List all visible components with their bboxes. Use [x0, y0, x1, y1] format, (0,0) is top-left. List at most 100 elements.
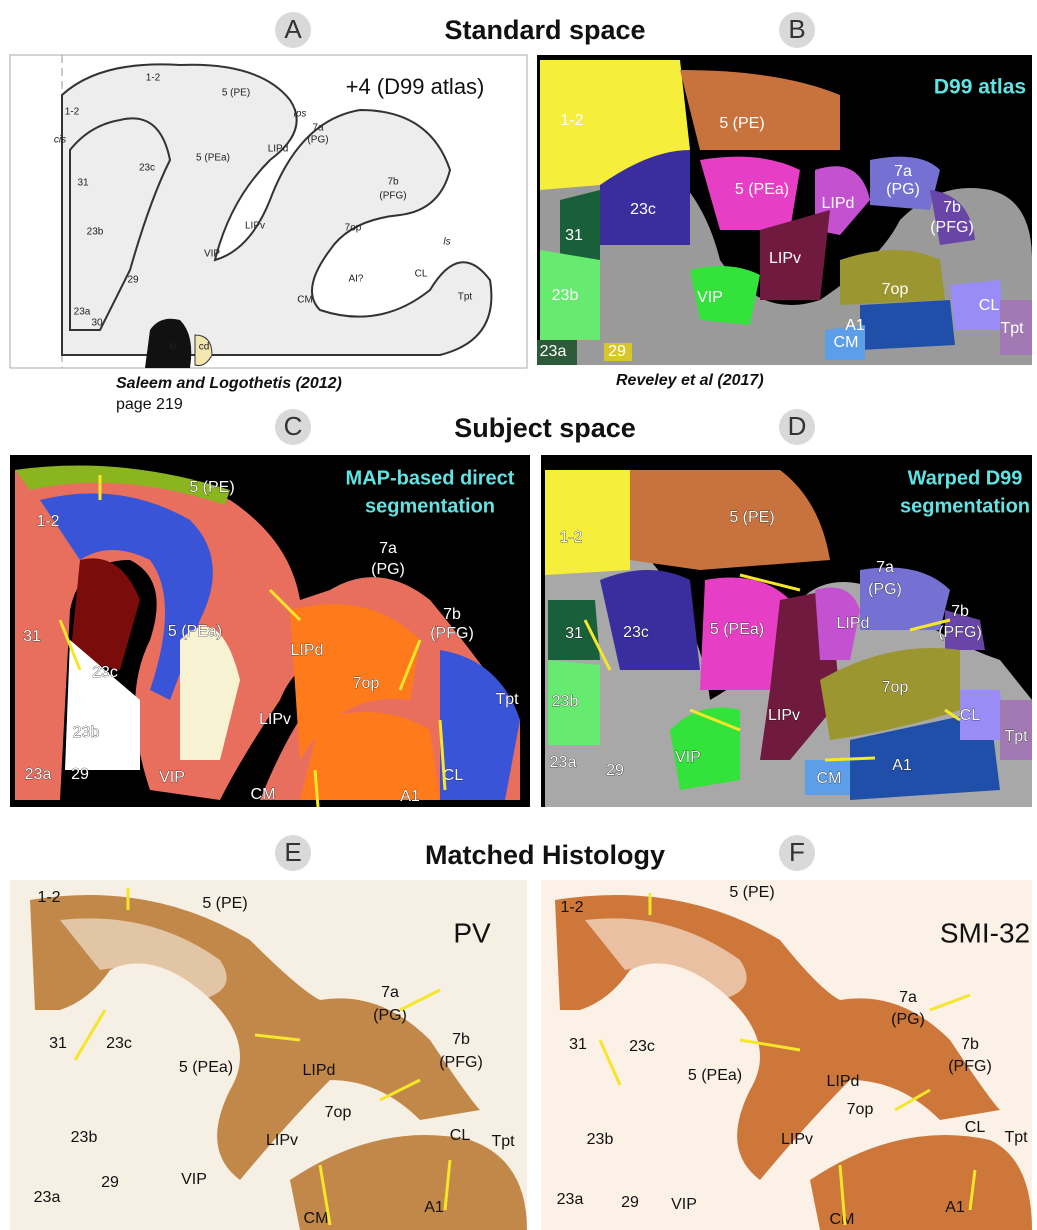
region-label: 23a: [557, 1191, 584, 1208]
region-label: LIPd: [268, 144, 289, 155]
region-label: 23b: [587, 1131, 614, 1148]
region-label: 23a: [550, 754, 577, 771]
region-label: 23c: [139, 163, 155, 174]
region-label: 7b: [943, 199, 961, 216]
panel-inset-label: D99 atlas: [934, 76, 1026, 99]
panel-caption: Saleem and Logothetis (2012): [116, 375, 342, 392]
region-label: 7op: [882, 679, 909, 696]
region-label: 1-2: [559, 529, 582, 546]
panel-letter: F: [789, 837, 805, 867]
region-label: (PFG): [439, 1054, 483, 1071]
region-label: VIP: [159, 769, 185, 786]
region-label: 5 (PE): [222, 88, 250, 99]
region-label: CM: [830, 1211, 855, 1228]
region-label: 1-2: [146, 73, 161, 84]
region-label: LIPv: [266, 1132, 298, 1149]
region-label: LIPv: [769, 250, 801, 267]
section-title: Subject space: [454, 413, 636, 443]
region-label: A1: [424, 1199, 444, 1216]
region-label: 7b: [452, 1031, 470, 1048]
region-label: 29: [71, 766, 89, 783]
region-label: 1-2: [37, 889, 60, 906]
region-label: 7b: [951, 603, 969, 620]
region-label: Tpt: [1004, 1129, 1028, 1146]
region-label: CL: [415, 269, 428, 280]
region-label: (PFG): [379, 191, 406, 202]
region-label: (PFG): [948, 1058, 992, 1075]
boundary-line: [825, 758, 875, 760]
region-label: 7a: [899, 989, 917, 1006]
region-label: 23a: [540, 343, 567, 360]
region-label: 1-2: [36, 513, 59, 530]
region-label: VIP: [697, 289, 723, 306]
panel-letter: E: [284, 837, 301, 867]
region-label: CM: [251, 786, 276, 803]
region-label: 5 (PE): [202, 895, 247, 912]
region-label: ips: [294, 109, 307, 120]
region-label: cd: [199, 342, 210, 353]
region-label: 5 (PEa): [196, 153, 230, 164]
panel-caption: page 219: [116, 396, 183, 413]
region-label: 5 (PEa): [688, 1067, 742, 1084]
region-label: VIP: [675, 749, 701, 766]
region-label: 23a: [25, 766, 52, 783]
region-label: 29: [127, 275, 139, 286]
region-label: (PFG): [938, 624, 982, 641]
region-label: 7b: [961, 1036, 979, 1053]
region-label: 31: [49, 1035, 67, 1052]
region-label: 1-2: [65, 107, 80, 118]
region-label: (PG): [307, 135, 328, 146]
region-label: Tpt: [495, 691, 519, 708]
region-label: 31: [565, 625, 583, 642]
panel-inset-label: MAP-based direct: [346, 467, 515, 489]
region-label: CM: [304, 1210, 329, 1227]
region-label: 29: [101, 1174, 119, 1191]
region-label: CL: [450, 1127, 471, 1144]
region-label: 23b: [552, 287, 579, 304]
region-label: 7a: [312, 123, 324, 134]
region-label: 31: [565, 227, 583, 244]
region-label: LIPd: [837, 615, 870, 632]
region-label: VIP: [671, 1196, 697, 1213]
region-label: CM: [817, 770, 842, 787]
region-label: 5 (PEa): [710, 621, 764, 638]
region-label: 31: [77, 178, 89, 189]
region-label: 5 (PE): [729, 509, 774, 526]
section-title: Standard space: [444, 15, 645, 45]
panel-letter: D: [788, 411, 807, 441]
region-label: LIPd: [291, 642, 324, 659]
panel-inset-label: segmentation: [365, 495, 495, 517]
region-label: 23b: [87, 227, 104, 238]
region-label: 23b: [71, 1129, 98, 1146]
region-label: (PFG): [930, 219, 974, 236]
region-label: 7op: [847, 1101, 874, 1118]
panel-inset-label: SMI-32: [940, 917, 1030, 948]
region-label: 23a: [74, 307, 91, 318]
region-label: 7a: [876, 559, 894, 576]
region-label: A1: [892, 757, 912, 774]
region-label: LIPd: [822, 195, 855, 212]
region-label: Tpt: [491, 1133, 515, 1150]
panel-letter: B: [788, 14, 805, 44]
region-label: 23b: [73, 724, 100, 741]
region-label: CL: [965, 1119, 986, 1136]
panel-letter: C: [284, 411, 303, 441]
region-label: A1: [945, 1199, 965, 1216]
region-label: (PG): [371, 561, 405, 578]
region-label: 1-2: [560, 899, 583, 916]
region-label: AI?: [348, 274, 363, 285]
region-label: 23b: [552, 693, 579, 710]
region-label: 7a: [379, 540, 397, 557]
region-label: cis: [54, 135, 66, 146]
region-label: VIP: [204, 249, 220, 260]
region-label: CL: [979, 297, 1000, 314]
region-label: CL: [960, 707, 981, 724]
region-label: 29: [606, 762, 624, 779]
region-label: 7op: [353, 675, 380, 692]
region-label: 23c: [629, 1038, 655, 1055]
panel-inset-label: +4 (D99 atlas): [346, 74, 485, 99]
region-label: 7a: [381, 984, 399, 1001]
region-label: 7op: [882, 281, 909, 298]
region-label: 5 (PE): [729, 884, 774, 901]
region-label: (PG): [891, 1011, 925, 1028]
